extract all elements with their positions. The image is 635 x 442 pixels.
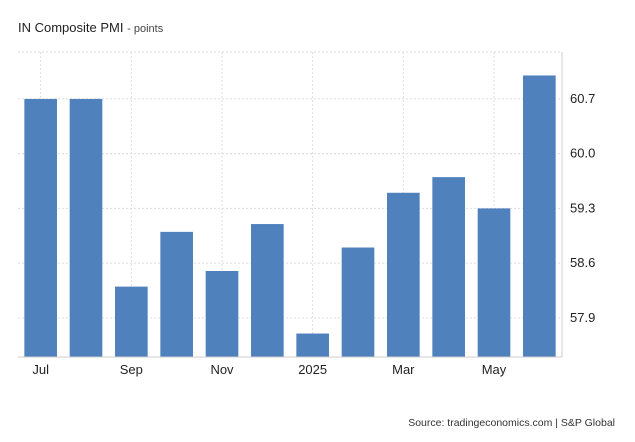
bar-2025-02 <box>341 247 375 357</box>
y-tick-label: 58.6 <box>570 255 595 270</box>
y-tick-label: 60.0 <box>570 146 595 161</box>
x-tick-label: 2025 <box>298 362 327 377</box>
y-tick-label: 60.7 <box>570 91 595 106</box>
chart-title-text: IN Composite PMI <box>18 20 124 35</box>
bar-2024-09 <box>115 286 148 357</box>
source-note: Source: tradingeconomics.com | S&P Globa… <box>408 417 615 429</box>
bar-2024-11 <box>205 270 239 357</box>
x-tick-label: Mar <box>392 362 415 377</box>
chart-unit-label: - points <box>127 23 164 35</box>
chart-title: IN Composite PMI - points <box>18 20 163 35</box>
bar-2024-12 <box>251 224 284 357</box>
bar-2025-06 <box>523 75 556 357</box>
x-tick-label: Nov <box>210 362 234 377</box>
x-tick-label: Jul <box>32 362 49 377</box>
bar-2024-10 <box>160 231 193 357</box>
x-tick-label: Sep <box>120 362 143 377</box>
bar-2025-05 <box>477 208 511 357</box>
bar-2025-03 <box>387 192 420 357</box>
x-tick-label: May <box>482 362 507 377</box>
axes <box>18 52 563 358</box>
x-axis-labels: Jul Sep Nov 2025 Mar May <box>32 362 506 377</box>
bar-2024-08 <box>69 98 103 357</box>
chart-unit-text: points <box>133 23 164 35</box>
bar-2025-01 <box>296 333 329 357</box>
y-axis-labels: 57.9 58.6 59.3 60.0 60.7 <box>570 91 595 325</box>
bars <box>24 75 556 357</box>
bar-2024-07 <box>24 98 57 357</box>
y-tick-label: 57.9 <box>570 310 595 325</box>
y-tick-label: 59.3 <box>570 200 595 215</box>
bar-2025-04 <box>432 177 465 357</box>
